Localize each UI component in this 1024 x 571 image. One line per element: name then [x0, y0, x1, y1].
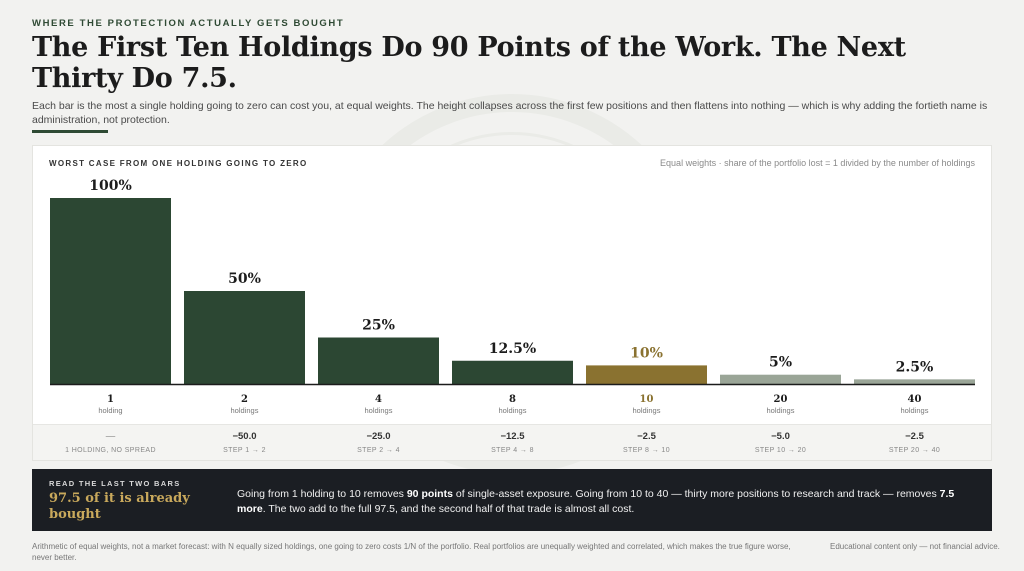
category-label-4: 4: [375, 394, 382, 405]
category-sublabel-40: holdings: [901, 406, 929, 415]
step-value-1: —: [106, 431, 116, 442]
bar-20: [720, 374, 841, 384]
category-label-40: 40: [908, 394, 922, 405]
page-title: The First Ten Holdings Do 90 Points of t…: [32, 32, 906, 94]
category-sublabel-1: holding: [98, 406, 122, 415]
callout-text-2: of single-asset exposure. Going from 10 …: [452, 488, 940, 500]
category-sublabel-2: holdings: [231, 406, 259, 415]
category-sublabel-20: holdings: [767, 406, 795, 415]
step-value-4: −25.0: [366, 431, 390, 442]
category-sublabel-10: holdings: [633, 406, 661, 415]
category-label-10: 10: [640, 394, 654, 405]
category-sublabel-8: holdings: [499, 406, 527, 415]
category-label-8: 8: [509, 394, 516, 405]
title-rule: [32, 130, 108, 133]
category-label-20: 20: [774, 394, 788, 405]
callout-bold-2: 7.5 more: [237, 488, 955, 515]
chart-note: Equal weights · share of the portfolio l…: [660, 158, 975, 168]
footer-note: Arithmetic of equal weights, not a marke…: [32, 542, 791, 562]
callout-headline: 97.5 of it is already bought: [49, 491, 190, 522]
step-label-40: STEP 20 → 40: [889, 447, 940, 454]
bar-40: [854, 379, 975, 384]
step-label-1: 1 HOLDING, NO SPREAD: [65, 447, 156, 454]
callout-body: Going from 1 holding to 10 removes 90 po…: [237, 487, 977, 517]
step-label-8: STEP 4 → 8: [491, 447, 534, 454]
page-subtitle: Each bar is the most a single holding go…: [32, 100, 988, 126]
step-label-20: STEP 10 → 20: [755, 447, 806, 454]
eyebrow: WHERE THE PROTECTION ACTUALLY GETS BOUGH…: [32, 18, 345, 29]
value-label-10: 10%: [630, 345, 663, 361]
step-value-10: −2.5: [637, 431, 656, 442]
step-strip: [33, 424, 991, 460]
bar-1: [50, 198, 171, 384]
chart-heading: WORST CASE FROM ONE HOLDING GOING TO ZER…: [49, 159, 308, 168]
step-value-20: −5.0: [771, 431, 790, 442]
category-label-2: 2: [241, 394, 248, 405]
value-label-4: 25%: [362, 318, 395, 334]
value-label-40: 2.5%: [896, 359, 934, 375]
bar-10: [586, 365, 707, 384]
value-label-8: 12.5%: [489, 341, 536, 357]
value-label-1: 100%: [89, 178, 132, 194]
footer-disclaimer: Educational content only — not financial…: [830, 542, 1000, 551]
chart-panel: 100% 1 holding —1 HOLDING, NO SPREAD 50% 2 hol…: [32, 145, 992, 461]
step-label-2: STEP 1 → 2: [223, 447, 266, 454]
callout-eyebrow: READ THE LAST TWO BARS: [49, 479, 181, 488]
callout-text-1: Going from 1 holding to 10 removes: [237, 488, 407, 500]
callout-text-3: . The two add to the full 97.5, and the …: [262, 503, 635, 515]
bar-2: [184, 291, 305, 384]
value-label-20: 5%: [769, 355, 792, 371]
step-label-4: STEP 2 → 4: [357, 447, 400, 454]
step-label-10: STEP 8 → 10: [623, 447, 670, 454]
callout-box: READ THE LAST TWO BARS 97.5 of it is alr…: [32, 469, 992, 531]
bar-8: [452, 360, 573, 384]
step-value-40: −2.5: [905, 431, 924, 442]
step-value-2: −50.0: [232, 431, 256, 442]
category-label-1: 1: [107, 394, 114, 405]
bar-4: [318, 337, 439, 384]
category-sublabel-4: holdings: [365, 406, 393, 415]
callout-bold-1: 90 points: [406, 488, 453, 500]
value-label-2: 50%: [228, 271, 261, 287]
step-value-8: −12.5: [500, 431, 525, 442]
